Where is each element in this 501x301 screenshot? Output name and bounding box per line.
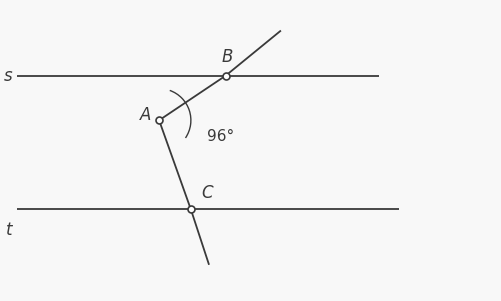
Text: C: C — [200, 184, 212, 202]
Text: A: A — [139, 106, 151, 124]
Text: s: s — [4, 67, 12, 85]
Text: t: t — [6, 221, 12, 239]
Text: 96°: 96° — [206, 129, 233, 144]
Text: B: B — [221, 48, 233, 66]
